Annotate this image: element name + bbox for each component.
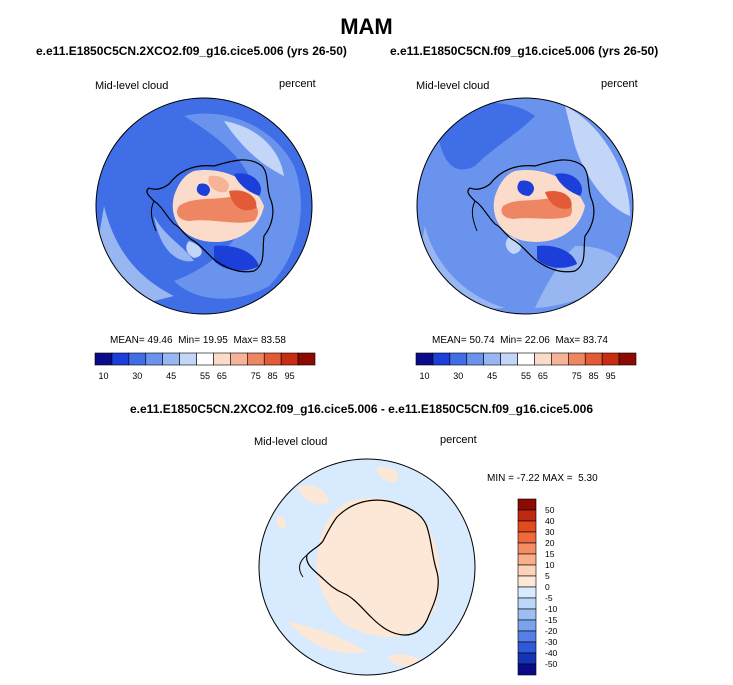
diff-colorbar-tick-label: 5: [545, 571, 550, 581]
left-panel-title: e.e11.E1850C5CN.2XCO2.f09_g16.cice5.006 …: [36, 44, 347, 58]
diff-panel-title: e.e11.E1850C5CN.2XCO2.f09_g16.cice5.006 …: [130, 402, 593, 416]
colorbar-swatch: [128, 352, 147, 366]
diff-colorbar-swatch: [517, 509, 537, 522]
right-units-label: percent: [601, 78, 638, 90]
left-polar-map: [95, 97, 313, 315]
diff-colorbar-tick-label: -15: [545, 615, 558, 625]
diff-colorbar-swatch: [517, 608, 537, 621]
right-stats: MEAN= 50.74 Min= 22.06 Max= 83.74: [432, 335, 608, 346]
diff-colorbar-tick-label: -5: [545, 593, 553, 603]
colorbar-tick-label: 10: [98, 371, 108, 381]
diff-units-label: percent: [440, 434, 477, 446]
diff-colorbar-tick-label: -20: [545, 626, 558, 636]
colorbar-swatch: [213, 352, 231, 366]
colorbar-swatch: [263, 352, 282, 366]
diff-colorbar-swatch: [517, 619, 537, 632]
colorbar-swatch: [415, 352, 434, 366]
diff-polar-map: [258, 458, 476, 676]
colorbar-swatch: [601, 352, 620, 366]
colorbar-swatch: [94, 352, 113, 366]
diff-colorbar-swatch: [517, 553, 537, 566]
colorbar-swatch: [196, 352, 214, 366]
colorbar-tick-label: 30: [453, 371, 463, 381]
colorbar-tick-label: 30: [132, 371, 142, 381]
colorbar-swatch: [280, 352, 299, 366]
diff-colorbar-tick-label: 30: [545, 527, 555, 537]
colorbar-tick-label: 45: [487, 371, 497, 381]
colorbar-swatch: [466, 352, 484, 366]
diff-variable-label: Mid-level cloud: [254, 436, 328, 448]
colorbar-tick-label: 85: [268, 371, 278, 381]
colorbar-swatch: [618, 352, 637, 366]
diff-colorbar-tick-label: 10: [545, 560, 555, 570]
diff-colorbar-swatch: [517, 564, 537, 577]
colorbar-tick-label: 95: [606, 371, 616, 381]
colorbar-tick-label: 65: [538, 371, 548, 381]
colorbar-tick-label: 85: [589, 371, 599, 381]
colorbar-tick-label: 75: [572, 371, 582, 381]
colorbar-swatch: [297, 352, 316, 366]
colorbar-swatch: [500, 352, 518, 366]
colorbar-swatch: [568, 352, 586, 366]
diff-stats: MIN = -7.22 MAX = 5.30: [487, 473, 598, 484]
left-colorbar: 10 30 45 55 65 75 85 95: [94, 352, 316, 381]
diff-colorbar-swatch: [517, 597, 537, 610]
diff-colorbar-swatch: [517, 630, 537, 643]
diff-colorbar-tick-label: 0: [545, 582, 550, 592]
colorbar-tick-label: 45: [166, 371, 176, 381]
colorbar-swatch: [145, 352, 163, 366]
diff-colorbar-tick-label: -10: [545, 604, 558, 614]
diff-colorbar-swatch: [517, 531, 537, 544]
colorbar-swatch: [551, 352, 569, 366]
diff-colorbar-tick-label: 40: [545, 516, 555, 526]
colorbar-swatch: [534, 352, 552, 366]
diff-colorbar-tick-label: -30: [545, 637, 558, 647]
colorbar-swatch: [483, 352, 501, 366]
diff-colorbar-swatch: [517, 586, 537, 599]
left-stats: MEAN= 49.46 Min= 19.95 Max= 83.58: [110, 335, 286, 346]
diff-colorbar-tick-label: 50: [545, 505, 555, 515]
diff-colorbar-tick-label: 20: [545, 538, 555, 548]
diff-colorbar-tick-label: 15: [545, 549, 555, 559]
right-panel-title: e.e11.E1850C5CN.f09_g16.cice5.006 (yrs 2…: [390, 44, 659, 58]
diff-colorbar-swatch: [517, 575, 537, 588]
colorbar-tick-label: 95: [285, 371, 295, 381]
colorbar-swatch: [432, 352, 451, 366]
colorbar-tick-label: 65: [217, 371, 227, 381]
diff-colorbar-swatch: [517, 652, 537, 665]
right-colorbar: 10 30 45 55 65 75 85 95: [415, 352, 637, 381]
colorbar-tick-label: 55: [521, 371, 531, 381]
left-units-label: percent: [279, 78, 316, 90]
colorbar-swatch: [517, 352, 535, 366]
colorbar-tick-label: 55: [200, 371, 210, 381]
diff-colorbar-swatch: [517, 520, 537, 533]
season-title: MAM: [340, 14, 393, 39]
colorbar-swatch: [584, 352, 603, 366]
left-variable-label: Mid-level cloud: [95, 80, 169, 92]
diff-colorbar-swatch: [517, 663, 537, 676]
colorbar-swatch: [230, 352, 248, 366]
colorbar-tick-label: 75: [251, 371, 261, 381]
colorbar-swatch: [111, 352, 130, 366]
diff-colorbar-swatch: [517, 542, 537, 555]
diff-colorbar-swatch: [517, 498, 537, 511]
diff-colorbar-swatch: [517, 641, 537, 654]
diff-colorbar-tick-label: -50: [545, 659, 558, 669]
colorbar-swatch: [162, 352, 180, 366]
right-variable-label: Mid-level cloud: [416, 80, 490, 92]
colorbar-tick-label: 10: [419, 371, 429, 381]
colorbar-swatch: [179, 352, 197, 366]
diff-colorbar-tick-label: -40: [545, 648, 558, 658]
colorbar-swatch: [449, 352, 468, 366]
right-polar-map: [416, 97, 634, 315]
colorbar-swatch: [247, 352, 265, 366]
